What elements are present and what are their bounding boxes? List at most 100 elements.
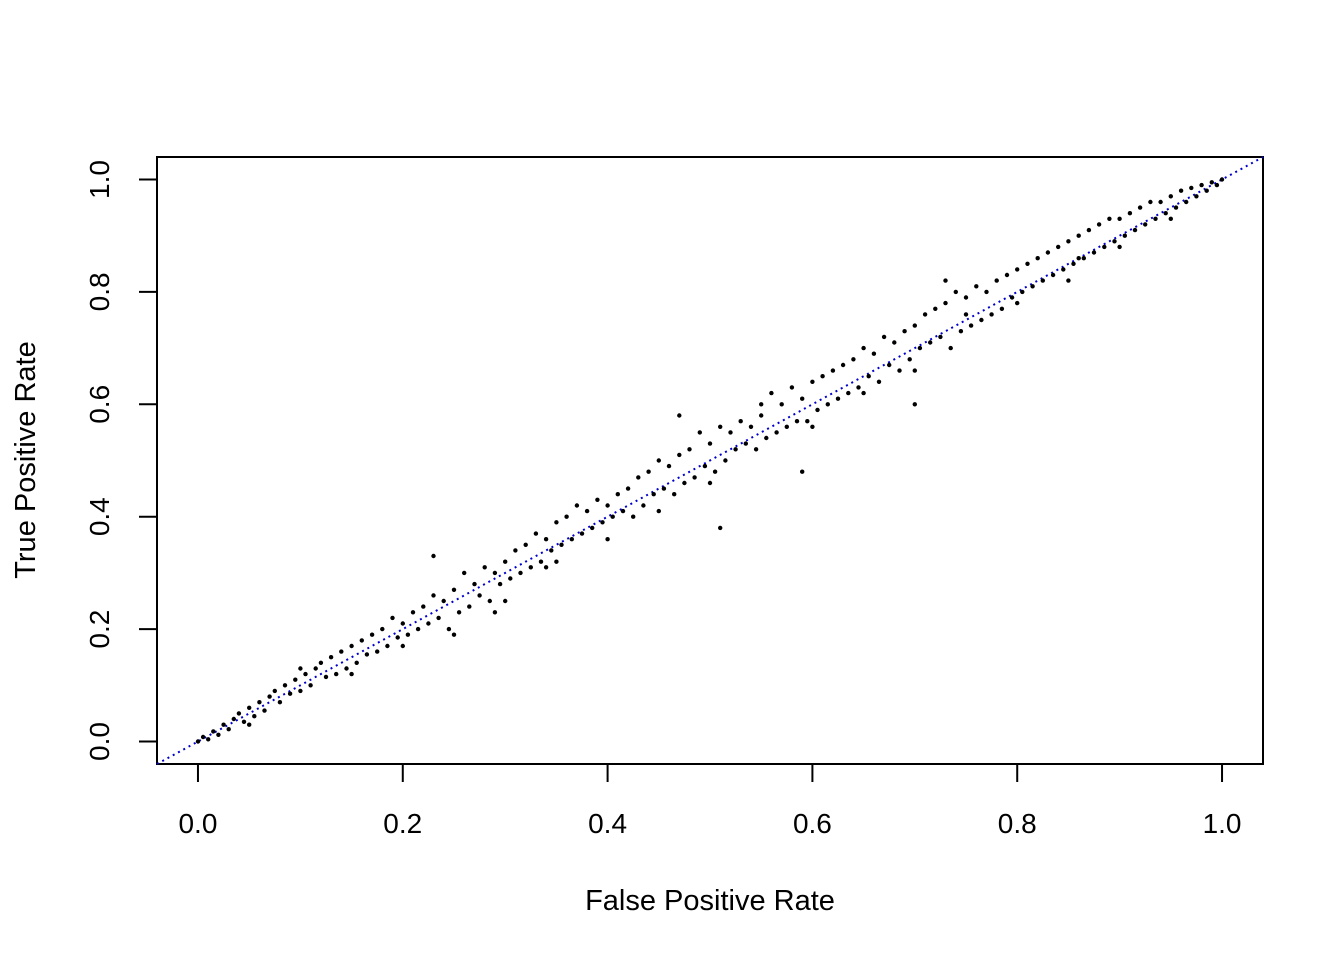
data-point: [902, 329, 907, 334]
data-point: [820, 374, 825, 379]
data-point: [216, 732, 221, 737]
data-point: [293, 677, 298, 682]
data-point: [1102, 244, 1107, 250]
data-point: [1066, 278, 1071, 283]
data-point: [446, 626, 452, 632]
data-point: [922, 312, 928, 317]
data-point: [933, 306, 938, 311]
data-point: [554, 559, 559, 564]
data-point: [564, 514, 569, 519]
data-point: [861, 345, 866, 351]
data-point: [1209, 180, 1215, 185]
data-point: [989, 312, 994, 317]
data-point: [543, 565, 549, 570]
data-point: [769, 390, 774, 396]
data-point: [538, 559, 544, 564]
data-point: [912, 368, 917, 373]
data-point: [1112, 239, 1117, 244]
points-layer: [195, 177, 1225, 744]
data-point: [666, 463, 672, 469]
data-point: [861, 390, 866, 396]
data-point: [620, 508, 626, 514]
data-point: [948, 345, 953, 351]
data-point: [415, 626, 421, 632]
data-point: [497, 581, 503, 587]
data-point: [600, 520, 605, 525]
data-point: [1071, 261, 1076, 266]
data-point: [410, 610, 416, 615]
data-point: [1132, 227, 1138, 233]
data-point: [477, 593, 482, 598]
y-tick-label: 0.2: [84, 610, 115, 649]
data-point: [876, 379, 882, 384]
data-point: [1015, 300, 1020, 306]
data-point: [759, 402, 764, 407]
data-point: [1153, 216, 1158, 221]
data-point: [779, 402, 784, 407]
data-point: [1009, 295, 1015, 300]
data-point: [375, 649, 380, 654]
data-point: [385, 643, 390, 649]
data-point: [1081, 256, 1087, 261]
data-point: [257, 700, 262, 705]
data-point: [298, 688, 303, 694]
x-tick-label: 0.6: [793, 808, 832, 839]
data-point: [390, 615, 395, 621]
data-point: [1035, 256, 1040, 261]
data-point: [712, 469, 718, 474]
y-tick-label: 1.0: [84, 160, 115, 199]
data-point: [912, 323, 917, 328]
data-point: [1178, 188, 1184, 193]
data-point: [748, 424, 754, 429]
data-point: [1045, 250, 1051, 255]
data-point: [856, 385, 861, 390]
data-point: [968, 323, 974, 328]
data-point: [211, 729, 216, 734]
data-point: [835, 396, 841, 401]
data-point: [943, 300, 948, 306]
data-point: [508, 576, 513, 581]
x-axis: 0.0 0.2 0.4 0.6 0.8 1.0: [178, 763, 1242, 839]
x-tick-label: 1.0: [1203, 808, 1242, 839]
data-point: [677, 413, 682, 418]
data-point: [400, 621, 405, 626]
data-point: [963, 312, 969, 317]
data-point: [1122, 233, 1128, 238]
data-point: [195, 739, 201, 744]
data-point: [467, 604, 472, 609]
data-point: [369, 632, 375, 637]
data-point: [672, 492, 677, 497]
data-point: [462, 570, 467, 576]
data-point: [605, 537, 610, 542]
data-point: [252, 714, 257, 719]
data-point: [1199, 182, 1204, 188]
data-point: [1127, 211, 1133, 216]
data-point: [267, 694, 272, 699]
data-point: [523, 542, 528, 547]
data-point: [605, 503, 610, 508]
y-tick-label: 0.8: [84, 272, 115, 311]
data-point: [590, 525, 595, 531]
data-point: [897, 368, 902, 373]
data-point: [917, 345, 923, 351]
data-point: [247, 722, 252, 727]
data-point: [405, 632, 411, 637]
data-point: [503, 559, 508, 564]
data-point: [380, 626, 385, 632]
data-point: [789, 385, 795, 390]
data-point: [431, 593, 436, 598]
data-point: [974, 284, 979, 289]
y-tick-label: 0.6: [84, 385, 115, 424]
data-point: [1025, 261, 1030, 266]
data-point: [1158, 199, 1163, 205]
data-point: [1056, 244, 1061, 250]
data-point: [825, 402, 830, 407]
data-point: [718, 424, 723, 429]
data-point: [472, 581, 477, 587]
data-point: [584, 508, 590, 514]
data-point: [503, 598, 508, 604]
y-tick-label: 0.0: [84, 722, 115, 761]
data-point: [431, 553, 436, 559]
data-point: [753, 447, 759, 452]
data-point: [979, 317, 984, 323]
